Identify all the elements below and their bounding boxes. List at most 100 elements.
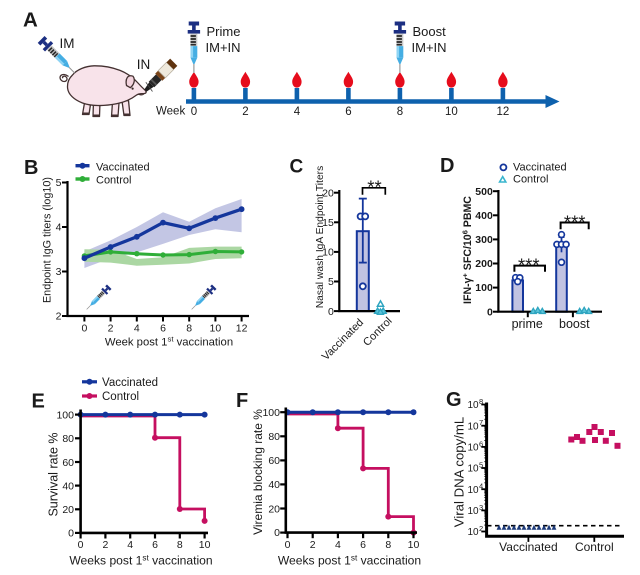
svg-text:Viral DNA copy/mL: Viral DNA copy/mL — [452, 417, 467, 527]
svg-text:2: 2 — [310, 539, 316, 551]
svg-text:Week post 1st vaccination: Week post 1st vaccination — [105, 335, 233, 349]
svg-text:4: 4 — [335, 539, 341, 551]
svg-text:12: 12 — [497, 106, 510, 118]
svg-text:Control: Control — [361, 315, 395, 349]
svg-text:Control: Control — [102, 391, 139, 403]
svg-text:IM+IN: IM+IN — [412, 40, 447, 55]
svg-text:6: 6 — [345, 106, 351, 118]
svg-text:8: 8 — [397, 106, 403, 118]
svg-text:0: 0 — [191, 106, 197, 118]
svg-text:E: E — [32, 391, 45, 413]
svg-text:100: 100 — [262, 407, 280, 419]
svg-text:Prime: Prime — [207, 24, 241, 39]
svg-text:F: F — [236, 390, 248, 412]
svg-text:100: 100 — [56, 409, 74, 421]
svg-text:10: 10 — [467, 400, 479, 411]
svg-text:10: 10 — [445, 106, 458, 118]
svg-text:Nasal wash IgA Endpoint Titers: Nasal wash IgA Endpoint Titers — [315, 166, 326, 309]
svg-text:40: 40 — [268, 479, 280, 491]
svg-text:80: 80 — [268, 431, 280, 443]
svg-text:***: *** — [518, 255, 540, 276]
svg-text:20: 20 — [268, 504, 280, 516]
svg-text:Control: Control — [575, 540, 614, 554]
svg-text:500: 500 — [475, 186, 493, 198]
svg-text:100: 100 — [475, 282, 493, 294]
svg-text:40: 40 — [62, 480, 74, 492]
svg-text:8: 8 — [385, 539, 391, 551]
svg-text:20: 20 — [62, 504, 74, 516]
svg-text:7: 7 — [479, 418, 483, 427]
svg-text:10: 10 — [322, 247, 334, 259]
svg-text:4: 4 — [479, 482, 483, 491]
svg-text:IM: IM — [60, 36, 75, 51]
svg-text:Weeks post 1st vaccination: Weeks post 1st vaccination — [69, 553, 212, 567]
svg-text:Control: Control — [96, 175, 131, 187]
svg-text:3: 3 — [479, 503, 483, 512]
svg-text:Vaccinated: Vaccinated — [102, 377, 158, 389]
svg-text:3: 3 — [56, 266, 62, 278]
svg-text:2: 2 — [102, 539, 108, 551]
svg-text:20: 20 — [322, 187, 334, 199]
svg-text:0: 0 — [81, 322, 87, 334]
svg-text:2: 2 — [56, 311, 62, 323]
svg-text:0: 0 — [328, 306, 334, 318]
svg-text:Boost: Boost — [413, 24, 447, 39]
svg-text:10: 10 — [467, 485, 479, 496]
svg-text:60: 60 — [62, 457, 74, 469]
svg-text:6: 6 — [360, 539, 366, 551]
svg-text:8: 8 — [479, 397, 483, 406]
svg-text:2: 2 — [242, 106, 248, 118]
svg-text:**: ** — [367, 177, 381, 198]
svg-text:15: 15 — [322, 217, 334, 229]
svg-text:8: 8 — [186, 322, 192, 334]
svg-text:0: 0 — [78, 539, 84, 551]
svg-text:IM+IN: IM+IN — [206, 40, 241, 55]
svg-text:80: 80 — [62, 433, 74, 445]
svg-text:400: 400 — [475, 210, 493, 222]
svg-text:0: 0 — [285, 539, 291, 551]
svg-text:6: 6 — [152, 539, 158, 551]
svg-text:Weeks post 1st vaccination: Weeks post 1st vaccination — [278, 553, 421, 567]
svg-text:8: 8 — [177, 539, 183, 551]
svg-text:Vaccinated: Vaccinated — [513, 162, 567, 174]
svg-text:Week: Week — [156, 106, 185, 118]
svg-text:2: 2 — [479, 524, 483, 533]
svg-text:Endpoint IgG titers (log10): Endpoint IgG titers (log10) — [41, 177, 53, 303]
svg-text:D: D — [440, 155, 454, 177]
svg-text:C: C — [290, 157, 304, 178]
svg-text:Vaccinated: Vaccinated — [499, 540, 557, 554]
svg-text:10: 10 — [210, 322, 222, 334]
svg-text:Survival rate %: Survival rate % — [47, 432, 61, 516]
svg-text:10: 10 — [467, 421, 479, 432]
svg-text:10: 10 — [467, 527, 479, 538]
svg-text:Viremia blocking rate %: Viremia blocking rate % — [251, 409, 265, 535]
svg-text:4: 4 — [127, 539, 133, 551]
svg-text:5: 5 — [479, 461, 483, 470]
svg-text:2: 2 — [108, 322, 114, 334]
svg-text:4: 4 — [294, 106, 301, 118]
svg-text:boost: boost — [559, 317, 590, 331]
svg-text:prime: prime — [512, 317, 543, 331]
svg-text:60: 60 — [268, 455, 280, 467]
svg-text:10: 10 — [199, 539, 211, 551]
svg-text:10: 10 — [467, 443, 479, 454]
svg-text:4: 4 — [134, 322, 140, 334]
svg-text:IFN-γ+ SFC/106 PBMC: IFN-γ+ SFC/106 PBMC — [460, 196, 474, 304]
svg-text:Vaccinated: Vaccinated — [96, 161, 150, 173]
svg-text:Vaccinated: Vaccinated — [320, 317, 366, 363]
svg-text:B: B — [24, 157, 38, 179]
svg-text:12: 12 — [236, 322, 248, 334]
svg-text:G: G — [446, 389, 462, 411]
svg-text:5: 5 — [56, 177, 62, 189]
svg-text:10: 10 — [467, 506, 479, 517]
svg-text:5: 5 — [328, 276, 334, 288]
svg-text:***: *** — [564, 212, 586, 233]
svg-text:6: 6 — [160, 322, 166, 334]
svg-text:6: 6 — [479, 439, 483, 448]
svg-text:IN: IN — [137, 57, 151, 72]
svg-text:0: 0 — [68, 528, 74, 540]
svg-text:10: 10 — [408, 539, 420, 551]
svg-text:10: 10 — [467, 464, 479, 475]
svg-text:0: 0 — [487, 306, 493, 318]
svg-text:0: 0 — [274, 527, 280, 539]
